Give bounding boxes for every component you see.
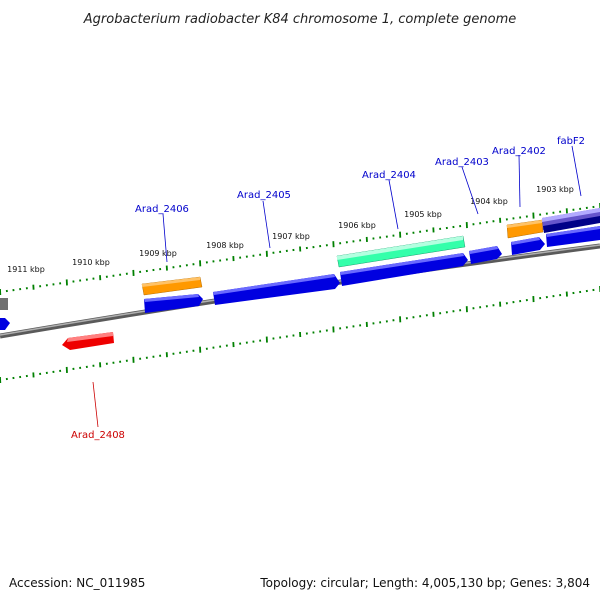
genes-forward xyxy=(141,208,600,296)
tick-label: 1907 kbp xyxy=(272,232,310,241)
tick-label: 1908 kbp xyxy=(206,241,244,250)
tick-label: 1905 kbp xyxy=(404,210,442,219)
label-connectors xyxy=(92,145,582,428)
tick-row-top xyxy=(0,203,600,296)
genes-blue xyxy=(0,226,600,330)
gene-label-arad-2402[interactable]: Arad_2402 xyxy=(492,146,546,157)
gene-left-gray[interactable] xyxy=(0,298,8,310)
tick-row-bottom xyxy=(0,286,600,384)
tick-labels: 1911 kbp 1910 kbp 1909 kbp 1908 kbp 1907… xyxy=(7,185,574,274)
tick-label: 1903 kbp xyxy=(536,185,574,194)
gene-label-arad-2403[interactable]: Arad_2403 xyxy=(435,157,489,168)
gene-label-arad-2404[interactable]: Arad_2404 xyxy=(362,170,416,181)
gene-label-arad-2405[interactable]: Arad_2405 xyxy=(237,190,291,201)
tick-label: 1909 kbp xyxy=(139,249,177,258)
gene-blue-left[interactable] xyxy=(0,318,10,330)
accession-text: Accession: NC_011985 xyxy=(9,576,145,590)
gene-blue-6[interactable] xyxy=(546,226,600,247)
topology-text: Topology: circular; Length: 4,005,130 bp… xyxy=(259,576,590,590)
gene-label-arad-2408[interactable]: Arad_2408 xyxy=(71,430,125,441)
tick-label: 1910 kbp xyxy=(72,258,110,267)
gene-label-arad-2406[interactable]: Arad_2406 xyxy=(135,204,189,215)
gene-blue-3[interactable] xyxy=(340,253,468,286)
gene-arad-2405[interactable] xyxy=(213,274,340,305)
gene-navy[interactable] xyxy=(543,216,600,233)
tick-label: 1904 kbp xyxy=(470,197,508,206)
gene-label-fabf2[interactable]: fabF2 xyxy=(557,136,585,147)
tick-label: 1911 kbp xyxy=(7,265,45,274)
tick-label: 1906 kbp xyxy=(338,221,376,230)
map-title: Agrobacterium radiobacter K84 chromosome… xyxy=(83,12,516,27)
